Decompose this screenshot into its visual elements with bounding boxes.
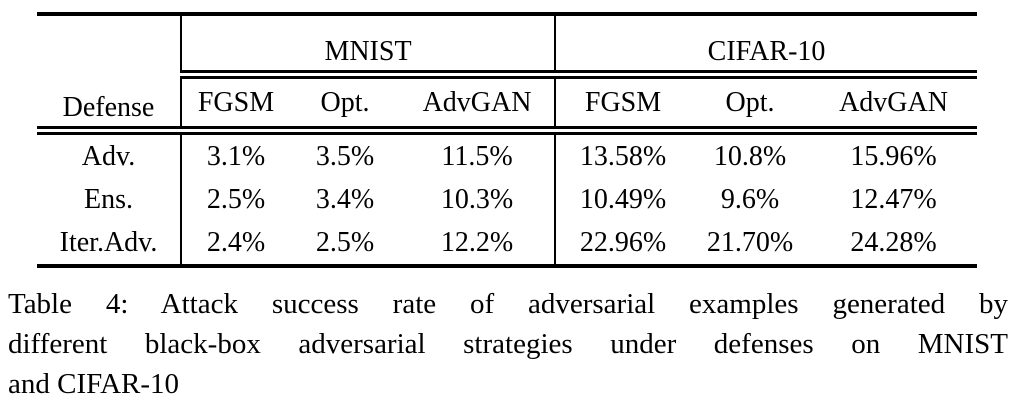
cell-mnist-opt: 3.5% <box>315 140 375 172</box>
cell-cifar-fgsm: 13.58% <box>579 140 667 172</box>
header-group-mnist: MNIST <box>181 14 557 79</box>
cell-mnist-fgsm: 2.5% <box>206 183 266 215</box>
header-cifar-fgsm: FGSM <box>555 74 691 135</box>
cell-cifar-advgan: 24.28% <box>850 226 937 258</box>
table-row: Iter.Adv. 2.4% 2.5% 12.2% 22.96% 21.70% … <box>37 221 977 266</box>
table-column-header-row: FGSM Opt. AdvGAN FGSM Opt. AdvGAN <box>37 74 978 135</box>
header-mnist-advgan: AdvGAN <box>400 74 557 135</box>
results-table: Defense MNIST CIFAR-10 FGSM Opt. AdvGAN … <box>37 12 978 268</box>
cell-mnist-opt: 3.4% <box>315 183 375 215</box>
table-row: Adv. 3.1% 3.5% 11.5% 13.58% 10.8% 15.96% <box>37 130 977 178</box>
header-mnist-opt: Opt. <box>290 74 400 135</box>
table-group-header-row: Defense MNIST CIFAR-10 <box>37 14 978 135</box>
header-defense: Defense <box>37 14 182 135</box>
cell-mnist-advgan: 11.5% <box>400 130 557 178</box>
cell-defense: Ens. <box>37 178 182 221</box>
table-caption-line: different black-box adversarial strategi… <box>8 328 1008 360</box>
cell-cifar-advgan: 15.96% <box>850 140 937 172</box>
cell-cifar-advgan: 12.47% <box>850 183 937 215</box>
table-row: Ens. 2.5% 3.4% 10.3% 10.49% 9.6% 12.47% <box>37 178 977 221</box>
cell-mnist-fgsm: 3.1% <box>206 140 266 172</box>
cell-mnist-fgsm: 2.4% <box>206 226 266 258</box>
cell-defense: Adv. <box>37 130 182 178</box>
cell-defense: Iter.Adv. <box>37 221 182 266</box>
cell-mnist-advgan: 10.3% <box>400 178 557 221</box>
header-cifar-advgan: AdvGAN <box>810 74 978 135</box>
cell-cifar-fgsm: 10.49% <box>579 183 667 215</box>
header-cifar-opt: Opt. <box>690 74 811 135</box>
cell-mnist-opt: 2.5% <box>315 226 375 258</box>
cell-cifar-fgsm: 22.96% <box>579 226 667 258</box>
cell-mnist-advgan: 12.2% <box>400 221 557 266</box>
table-caption: Table 4: Attack success rate of adversar… <box>8 284 1008 404</box>
header-mnist-fgsm: FGSM <box>181 74 290 135</box>
cell-cifar-opt: 10.8% <box>713 140 787 172</box>
header-group-cifar10: CIFAR-10 <box>555 14 978 79</box>
cell-cifar-opt: 21.70% <box>706 226 794 258</box>
table-caption-line: Table 4: Attack success rate of adversar… <box>8 288 1008 320</box>
cell-cifar-opt: 9.6% <box>720 183 780 215</box>
table-caption-line: and CIFAR-10 <box>8 368 180 400</box>
